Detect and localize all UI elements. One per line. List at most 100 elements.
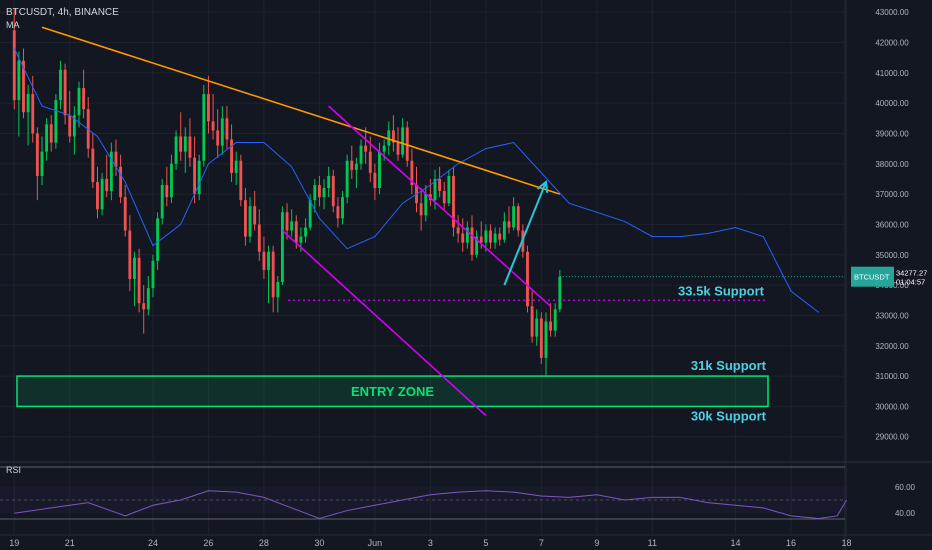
ma-indicator-label[interactable]: MA [6,20,20,30]
candle-body [442,191,446,204]
time-tick-label: 19 [9,538,19,548]
candle-body [267,251,270,270]
trendline-channel-top [328,105,552,307]
candle-body [142,303,146,310]
candle-body [239,160,243,201]
rsi-indicator-label[interactable]: RSI [6,465,21,475]
entry-zone-box [16,375,769,408]
candle-body [364,145,368,152]
trendline-channel-bottom [281,229,487,417]
time-tick-label: 11 [648,538,657,548]
candle-body [96,181,99,210]
last-price-badge-bg [851,266,894,287]
candle-body [170,163,173,198]
candle-body [59,69,62,101]
price-tick-label: 33000.00 [875,311,909,320]
candle-body [183,136,187,152]
trendlines-layer [41,26,845,417]
price-tick-label: 41000.00 [875,69,909,78]
candle-body [160,185,164,219]
candle-body [341,197,344,219]
candle-body [373,172,377,189]
support-33-5k-label: 33.5k Support [678,283,765,298]
symbol-title[interactable]: BTCUSDT, 4h, BINANCE [6,7,119,18]
candle-body [396,142,400,155]
candle-body [40,151,44,176]
candle-body [26,94,30,113]
time-tick-label: 9 [594,538,599,548]
price-tick-label: 31000.00 [875,372,909,381]
candle-body [304,227,307,237]
price-tick-label: 42000.00 [875,38,909,47]
candle-body [285,212,289,231]
candle-body [368,151,372,173]
price-tick-label: 38000.00 [875,160,909,169]
time-tick-label: 16 [786,538,796,548]
time-tick-label: Jun [368,538,383,548]
last-price-badge[interactable]: BTCUSDT 34277.27 01:04:57 [851,266,927,287]
candle-body [72,115,76,137]
candle-body [327,175,331,189]
price-tick-label: 43000.00 [875,8,909,17]
candle-body [68,115,72,137]
candle-body [452,175,455,228]
candle-body [290,221,294,231]
candle-body [433,178,437,201]
price-tick-label: 39000.00 [875,129,909,138]
forecast-arrow-shaft [503,181,547,286]
candle-body [54,100,58,143]
candle-body [174,136,178,164]
candle-body [391,130,395,143]
candle-body [262,251,266,270]
candle-body [350,160,354,170]
candle-body [211,121,215,131]
candle-body [405,127,409,161]
candle-body [331,175,335,207]
support-31k-label: 31k Support [691,358,767,373]
price-tick-label: 30000.00 [875,402,909,411]
time-axis[interactable]: 19 21 24 26 28 30 Jun 3 5 7 9 11 14 16 18 [9,538,851,548]
rsi-tick-label: 60.00 [895,483,916,492]
candle-body [82,87,86,110]
candle-body [502,221,506,240]
candle-body [549,321,553,331]
candle-body [475,236,479,255]
candle-body [493,233,497,243]
candle-body [12,30,16,101]
price-tick-label: 32000.00 [875,342,909,351]
candle-body [91,148,95,182]
candle-body [253,206,257,225]
candle-body [280,212,284,283]
moving-average-line [13,48,820,313]
candle-body [31,94,35,134]
time-tick-label: 5 [483,538,488,548]
candle-body [225,118,229,140]
time-tick-label: 28 [259,538,269,548]
candle-body [100,178,104,210]
candle-body [77,87,81,116]
candle-body [193,157,197,195]
rsi-tick-label: 40.00 [895,509,916,518]
candle-body [271,251,275,298]
candle-body [322,188,326,198]
candle-body [156,218,160,261]
candle-body [535,318,539,337]
candle-body [45,124,49,152]
candle-body [419,203,423,216]
candle-body [35,133,39,176]
candle-body [114,151,118,167]
candle-body [105,178,109,192]
candle-body [49,124,53,143]
candle-body [188,136,192,158]
candle-body [461,233,465,243]
candle-body [382,145,386,152]
candle-body [484,230,488,243]
candle-body [479,236,483,243]
candle-body [438,178,442,192]
candle-body [207,94,210,122]
candle-body [424,194,428,216]
price-axis[interactable]: 43000.00 42000.00 41000.00 40000.00 39000.00… [875,8,909,442]
candle-body [456,227,460,234]
